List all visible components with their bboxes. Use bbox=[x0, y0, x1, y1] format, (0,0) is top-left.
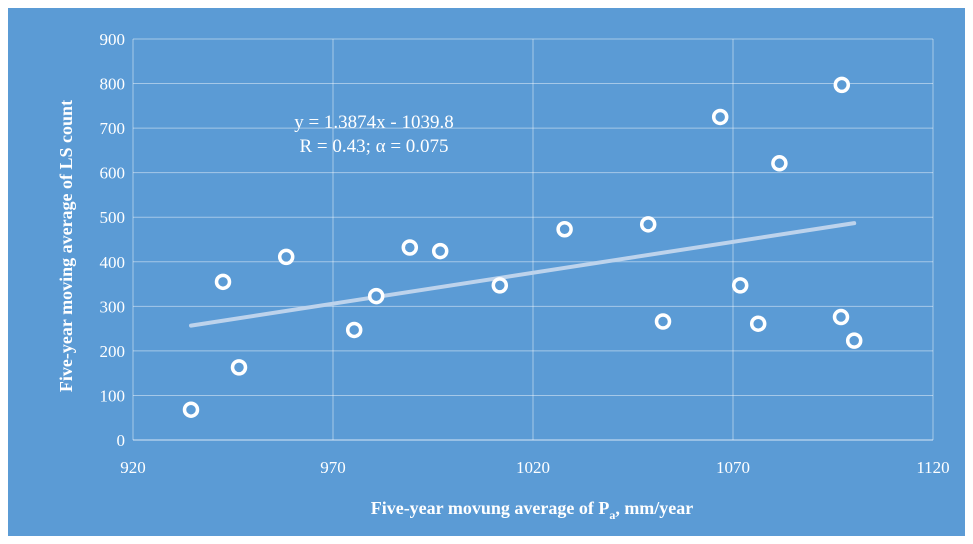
grid-lines bbox=[132, 38, 934, 441]
y-axis-title: Five-year moving average of LS count bbox=[56, 100, 76, 392]
y-tick-label: 500 bbox=[100, 208, 126, 227]
data-point bbox=[832, 308, 850, 326]
data-point bbox=[277, 248, 295, 266]
data-point bbox=[845, 332, 863, 349]
regression-equation: y = 1.3874x - 1039.8 bbox=[294, 112, 454, 133]
trend-line bbox=[189, 221, 857, 328]
x-axis-title-subscript: a bbox=[609, 508, 615, 522]
x-tick-label: 920 bbox=[120, 458, 146, 477]
x-tick-label: 1120 bbox=[916, 458, 949, 477]
y-tick-label: 800 bbox=[100, 75, 126, 94]
data-points bbox=[182, 76, 863, 418]
data-point bbox=[771, 155, 788, 172]
y-tick-label: 400 bbox=[100, 253, 126, 272]
data-point bbox=[230, 359, 248, 376]
x-axis-title-main: Five-year movung average of P bbox=[371, 498, 610, 518]
y-tick-label: 300 bbox=[100, 297, 126, 316]
y-tick-label: 600 bbox=[100, 164, 126, 183]
data-point bbox=[556, 221, 573, 238]
y-tick-label: 900 bbox=[100, 30, 126, 49]
data-point bbox=[491, 277, 509, 294]
data-point bbox=[639, 216, 657, 233]
x-tick-label: 1070 bbox=[716, 458, 750, 477]
data-point bbox=[214, 273, 232, 291]
y-tick-label: 100 bbox=[100, 386, 126, 405]
data-point bbox=[833, 76, 851, 94]
data-point bbox=[711, 108, 729, 126]
y-tick-labels: 0 100 200 300 400 500 600 700 800 900 bbox=[100, 30, 126, 450]
x-tick-label: 970 bbox=[320, 458, 346, 477]
data-point bbox=[749, 315, 767, 332]
y-tick-label: 700 bbox=[100, 119, 126, 138]
data-point bbox=[731, 277, 749, 294]
data-point bbox=[345, 321, 363, 339]
x-axis-title: Five-year movung average of Pa, mm/year bbox=[371, 498, 694, 522]
y-tick-label: 0 bbox=[117, 431, 126, 450]
x-axis-title-suffix: , mm/year bbox=[615, 498, 693, 518]
data-point bbox=[654, 313, 672, 330]
y-tick-label: 200 bbox=[100, 342, 126, 361]
data-point bbox=[182, 401, 200, 418]
x-tick-label: 1020 bbox=[516, 458, 550, 477]
data-point bbox=[431, 242, 449, 260]
data-point bbox=[367, 287, 385, 305]
chart-area: 920 970 1020 1070 1120 0 100 200 300 400 500 600 70… bbox=[8, 8, 965, 536]
data-point bbox=[401, 239, 419, 256]
correlation-stats: R = 0.43; α = 0.075 bbox=[299, 136, 448, 157]
scatter-chart: 920 970 1020 1070 1120 0 100 200 300 400 500 600 70… bbox=[56, 30, 950, 522]
x-tick-labels: 920 970 1020 1070 1120 bbox=[120, 458, 949, 477]
